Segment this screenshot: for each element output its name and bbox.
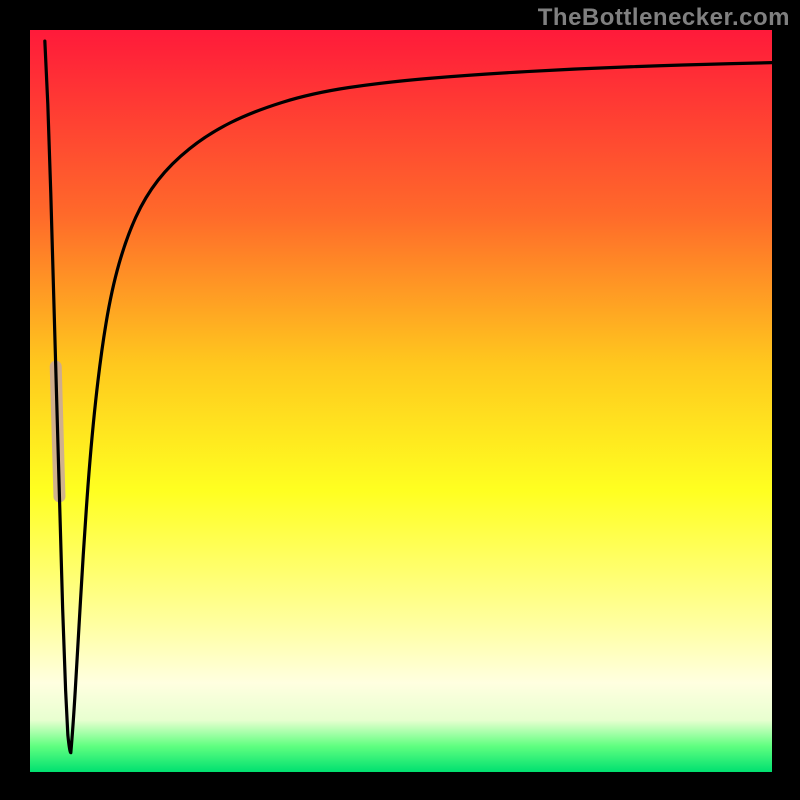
- watermark-text: TheBottlenecker.com: [538, 4, 790, 32]
- plot-area: [30, 30, 772, 772]
- gradient-bg: [30, 30, 772, 772]
- chart-svg: [30, 30, 772, 772]
- chart-frame: TheBottlenecker.com: [0, 0, 800, 800]
